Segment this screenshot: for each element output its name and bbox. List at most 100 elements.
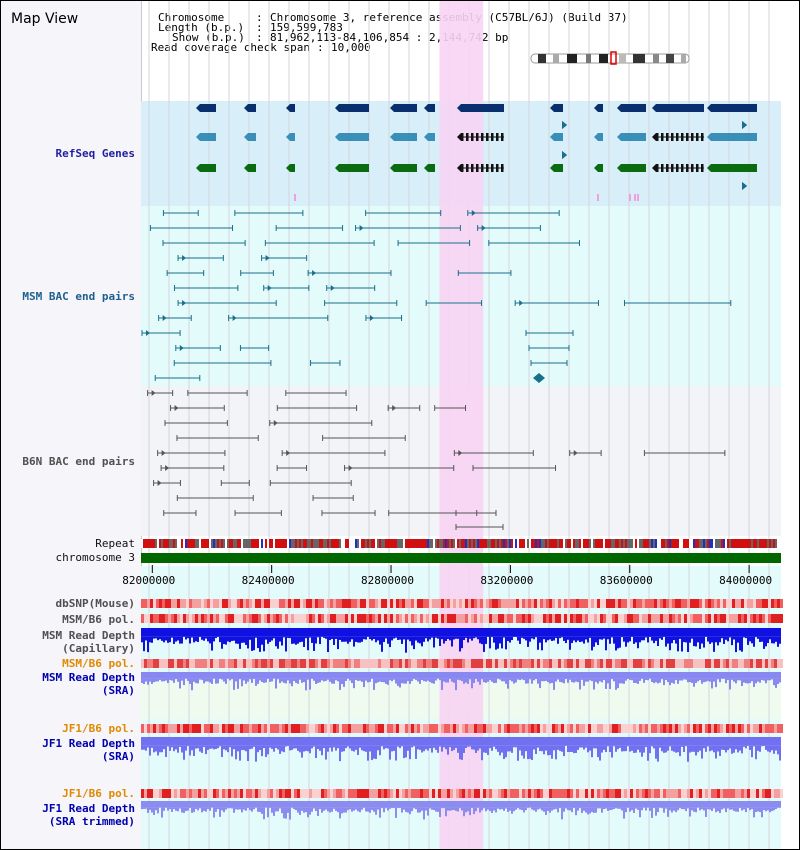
repeat-segment [343, 539, 345, 548]
repeat-segment [515, 539, 517, 548]
repeat-segment [267, 539, 269, 548]
msm-depth-sra-bar [463, 678, 465, 684]
track-label-jf1-pol-2[interactable]: JF1/B6 pol. [62, 787, 135, 800]
msm-pol2-cell [606, 659, 609, 668]
msm-pol2-cell [582, 659, 585, 668]
msm-depth-sra-bar [419, 678, 421, 684]
jf1-depth-sra-bar [341, 745, 343, 752]
jf1-depth-trim-bar [403, 807, 405, 810]
msm-pol2-cell [231, 659, 234, 668]
jf1-pol2-cell [324, 789, 327, 798]
msm-depth-cap-bar [741, 636, 743, 652]
track-label-msm-bac[interactable]: MSM BAC end pairs [22, 290, 135, 303]
msm-pol-cell [243, 614, 246, 623]
msm-depth-cap-bar [635, 636, 637, 643]
jf1-depth-sra-bar [643, 745, 645, 753]
jf1-depth-trim-bar [335, 807, 337, 811]
msm-depth-sra-bar [677, 678, 679, 684]
jf1-depth-sra-bar [325, 745, 327, 760]
track-label-dbsnp[interactable]: dbSNP(Mouse) [55, 597, 135, 610]
jf1-pol-cell [750, 724, 753, 733]
jf1-depth-trim-bar [651, 807, 653, 818]
msm-depth-sra-bar [663, 678, 665, 686]
jf1-pol-cell [369, 724, 372, 733]
jf1-depth-sra-bar [513, 745, 515, 748]
msm-pol2-cell [753, 659, 756, 668]
msm-pol2-cell [705, 659, 708, 668]
repeat-segment [505, 539, 507, 548]
jf1-pol2-cell [492, 789, 495, 798]
jf1-depth-sra-bar [417, 745, 419, 750]
repeat-segment [631, 539, 633, 548]
jf1-depth-trim-bar [563, 807, 565, 812]
track-label-msm-pol-2[interactable]: MSM/B6 pol. [62, 657, 135, 670]
jf1-depth-sra-bar [657, 745, 659, 762]
jf1-depth-trim-bar [547, 807, 549, 811]
msm-pol2-cell [372, 659, 375, 668]
jf1-depth-trim-bar [275, 807, 277, 812]
jf1-depth-sra-bar [211, 745, 213, 749]
msm-pol-cell [600, 614, 603, 623]
jf1-pol2-cell [441, 789, 444, 798]
track-label-msm-pol-1[interactable]: MSM/B6 pol. [62, 613, 135, 626]
repeat-segment [497, 539, 499, 548]
jf1-depth-trim-bar [461, 807, 463, 811]
msm-depth-cap-bar [531, 636, 533, 639]
msm-depth-cap-bar [341, 636, 343, 642]
msm-pol2-cell [228, 659, 231, 668]
msm-depth-sra-bar [201, 678, 203, 680]
jf1-depth-sra-bar [639, 745, 641, 753]
jf1-depth-sra-bar [437, 745, 439, 753]
track-label-msm-depth-cap[interactable]: MSM Read Depth [42, 629, 135, 642]
msm-pol-cell [546, 614, 549, 623]
jf1-pol-cell [246, 724, 249, 733]
track-label-jf1-depth-sra[interactable]: JF1 Read Depth [42, 737, 135, 750]
jf1-depth-trim-bar [701, 807, 703, 810]
msm-depth-cap-bar [721, 636, 723, 639]
repeat-segment [417, 539, 419, 548]
repeat-segment [371, 539, 373, 548]
jf1-pol2-cell [354, 789, 357, 798]
msm-pol-cell [765, 614, 768, 623]
jf1-depth-trim-bar [171, 807, 173, 812]
track-label-chromosome[interactable]: chromosome 3 [55, 551, 135, 564]
dbsnp-cell [777, 599, 780, 608]
jf1-depth-sra-bar [495, 745, 497, 750]
dbsnp-cell [159, 599, 162, 608]
msm-depth-cap-bar [299, 636, 301, 643]
track-label-jf1-depth-trim[interactable]: JF1 Read Depth [42, 802, 135, 815]
track-label-repeat[interactable]: Repeat [95, 537, 135, 550]
dbsnp-cell [267, 599, 270, 608]
msm-depth-sra-bar [597, 678, 599, 684]
msm-depth-cap-bar [715, 636, 717, 643]
dbsnp-cell [399, 599, 402, 608]
track-label-jf1-pol-1[interactable]: JF1/B6 pol. [62, 722, 135, 735]
msm-pol2-cell [735, 659, 738, 668]
msm-pol-cell [588, 614, 591, 623]
msm-depth-cap-bar [611, 636, 613, 638]
jf1-pol-cell [393, 724, 396, 733]
msm-depth-sra-bar [177, 678, 179, 682]
msm-depth-cap-bar [165, 636, 167, 641]
msm-depth-cap-bar [171, 636, 173, 638]
track-label-refseq[interactable]: RefSeq Genes [55, 147, 135, 160]
track-label-b6n-bac[interactable]: B6N BAC end pairs [22, 455, 135, 468]
msm-depth-sra-bar [245, 678, 247, 684]
msm-depth-sra-bar [205, 678, 207, 682]
track-label-msm-depth-sra[interactable]: MSM Read Depth [42, 671, 135, 684]
msm-pol2-cell [699, 659, 702, 668]
msm-depth-cap-bar [271, 636, 273, 641]
msm-pol2-cell [279, 659, 282, 668]
dbsnp-cell [582, 599, 585, 608]
msm-depth-cap-bar [307, 636, 309, 651]
msm-pol2-cell [357, 659, 360, 668]
jf1-depth-sra-bar [529, 745, 531, 759]
jf1-pol-cell [687, 724, 690, 733]
jf1-pol2-cell [756, 789, 759, 798]
repeat-segment [381, 539, 383, 548]
repeat-segment [319, 539, 321, 548]
jf1-depth-trim-bar [605, 807, 607, 809]
repeat-segment [151, 539, 153, 548]
repeat-segment [385, 539, 387, 548]
